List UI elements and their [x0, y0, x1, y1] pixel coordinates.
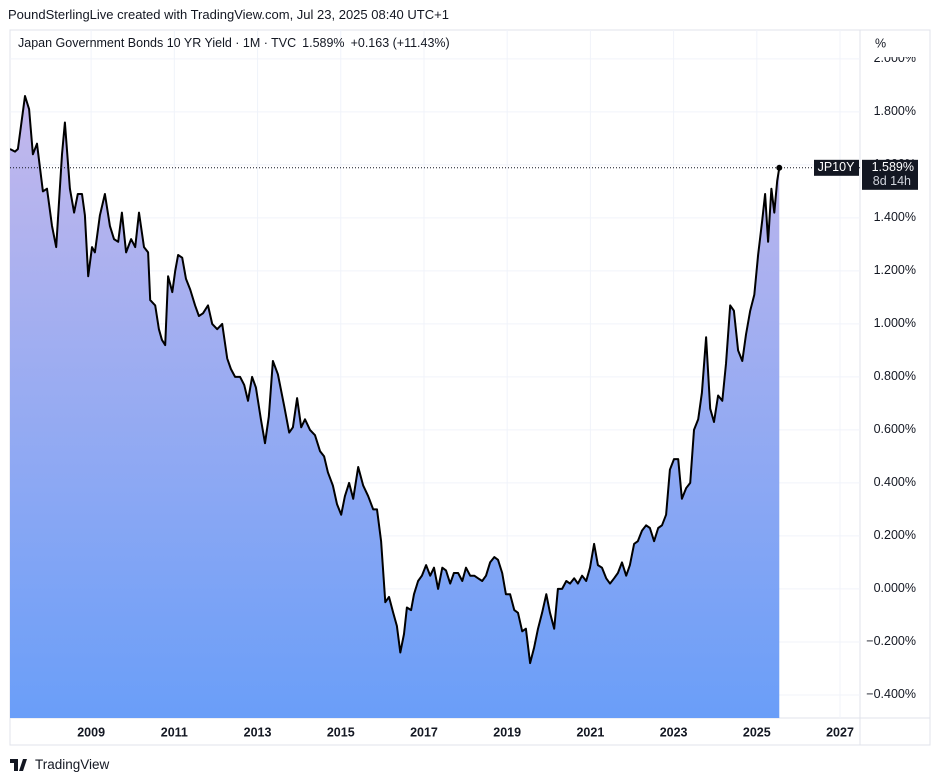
y-tick-label: 0.400% — [874, 475, 916, 489]
area-fill — [10, 96, 780, 718]
y-tick-label: 1.000% — [874, 316, 916, 330]
countdown: 8d 14h — [873, 174, 911, 188]
y-tick-label: 1.800% — [874, 104, 916, 118]
logo — [10, 758, 27, 771]
x-tick-label: 2017 — [410, 725, 438, 739]
series-tag-label: JP10Y — [818, 160, 855, 174]
x-tick-label: 2025 — [743, 725, 771, 739]
x-tick-label: 2021 — [576, 725, 604, 739]
price-tag-label: 1.589% — [872, 160, 914, 174]
unit-label: % — [875, 36, 886, 50]
footer: TradingView — [10, 757, 109, 772]
x-tick-label: 2027 — [826, 725, 854, 739]
price-tag — [862, 159, 918, 190]
y-tick-label: 0.000% — [874, 581, 916, 595]
y-tick-label: 0.600% — [874, 422, 916, 436]
legend-title: Japan Government Bonds 10 YR Yield · 1M … — [18, 36, 297, 50]
x-tick-label: 2009 — [77, 725, 105, 739]
legend-last: 1.589% — [302, 36, 345, 50]
last-point — [776, 164, 783, 171]
x-tick-label: 2011 — [161, 725, 188, 739]
y-tick-label: 1.400% — [874, 210, 916, 224]
y-tick-label: −0.400% — [866, 687, 916, 701]
legend-change: +0.163 (+11.43%) — [350, 36, 450, 50]
line — [10, 95, 781, 665]
attribution: PoundSterlingLive created with TradingVi… — [8, 7, 449, 22]
x-tick-label: 2023 — [660, 725, 688, 739]
y-tick-label: 0.800% — [874, 369, 916, 383]
y-tick-label: −0.200% — [866, 634, 916, 648]
y-tick-label: 0.200% — [874, 528, 916, 542]
series-tag — [814, 159, 859, 176]
x-tick-label: 2019 — [493, 725, 521, 739]
brand: TradingView — [35, 757, 110, 772]
x-tick-label: 2015 — [327, 725, 355, 739]
y-tick-label: 1.200% — [874, 263, 916, 277]
legend: Japan Government Bonds 10 YR Yield · 1M … — [18, 36, 456, 50]
x-tick-label: 2013 — [244, 725, 272, 739]
unit-box[interactable] — [861, 31, 929, 57]
